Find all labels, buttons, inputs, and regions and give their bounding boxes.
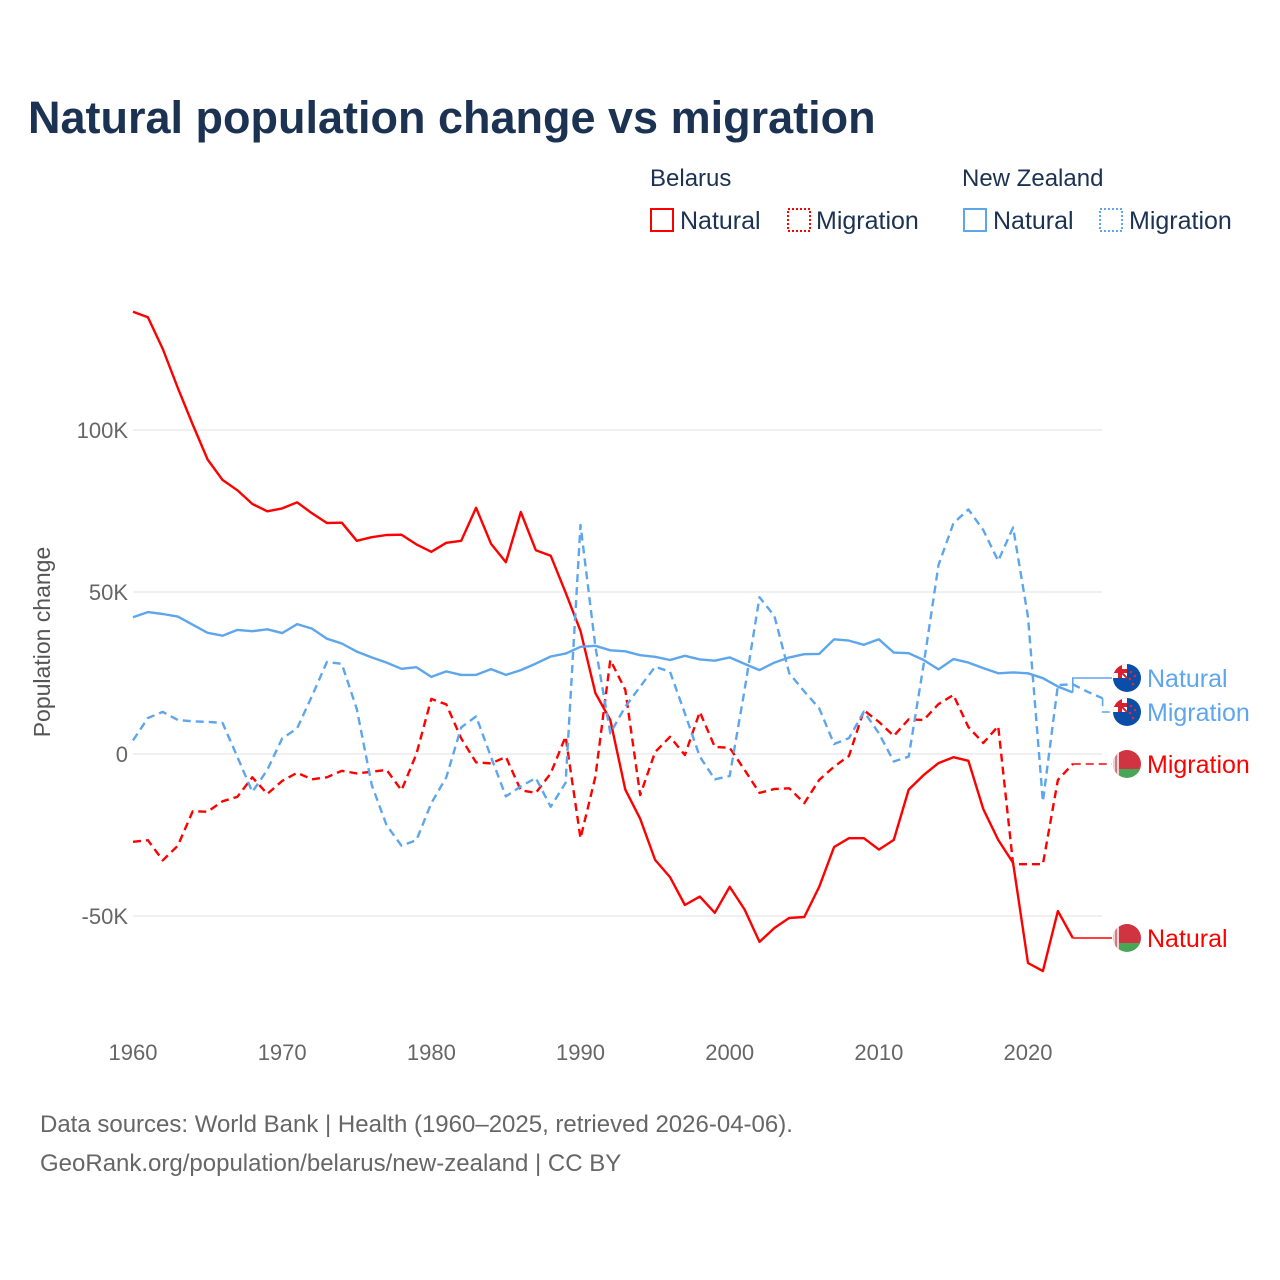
label-connector [1101,698,1112,713]
y-tick-label: -50K [82,904,129,929]
x-tick-label: 2010 [854,1040,903,1065]
end-label-nz-migration: Migration [1147,699,1250,727]
legend-swatch-dotted [1099,208,1123,232]
legend-swatch-solid [963,208,987,232]
label-connector [1071,677,1112,693]
belarus-flag-icon [1113,924,1141,952]
y-tick-label: 0 [116,742,128,767]
x-tick-label: 2020 [1004,1040,1053,1065]
y-tick-label: 100K [77,418,129,443]
legend-label: Migration [816,207,919,235]
footer-link[interactable]: GeoRank.org/population/belarus/new-zeala… [40,1150,621,1177]
legend: Belarus Natural Migration New Zealand Na… [650,165,1232,235]
y-axis-label: Population change [29,547,55,738]
series-line-nz-natural[interactable] [132,610,1074,694]
y-ticks: 100K 50K 0 -50K [77,418,129,929]
legend-item-belarus-natural[interactable]: Natural [650,207,761,235]
legend-swatch-dotted [787,208,811,232]
new-zealand-flag-icon [1113,664,1141,692]
belarus-flag-icon [1113,750,1141,778]
end-label-nz-natural: Natural [1147,665,1228,693]
legend-item-nz-migration[interactable]: Migration [1099,207,1232,235]
legend-group-new-zealand: New Zealand [962,165,1103,192]
end-label-by-migration: Migration [1147,751,1250,779]
x-tick-label: 1970 [258,1040,307,1065]
footer-sources: Data sources: World Bank | Health (1960–… [40,1111,793,1138]
x-tick-label: 1990 [556,1040,605,1065]
legend-label: Migration [1129,207,1232,235]
legend-item-belarus-migration[interactable]: Migration [787,207,919,235]
legend-label: Natural [680,207,761,235]
series-lines [132,310,1104,973]
legend-item-nz-natural[interactable]: Natural [963,207,1074,235]
end-label-by-natural: Natural [1147,925,1228,953]
series-line-by-migration[interactable] [132,658,1074,866]
legend-label: Natural [993,207,1074,235]
y-tick-label: 50K [89,580,128,605]
end-labels: Natural Migration Natural Migration [1071,664,1250,953]
x-tick-label: 1980 [407,1040,456,1065]
gridlines [133,429,1102,917]
legend-group-belarus: Belarus [650,165,731,192]
chart-title: Natural population change vs migration [28,92,876,143]
x-ticks: 1960 1970 1980 1990 2000 2010 2020 [109,1040,1053,1065]
series-line-by-natural[interactable] [132,310,1074,973]
new-zealand-flag-icon [1113,698,1141,726]
x-tick-label: 2000 [705,1040,754,1065]
legend-swatch-solid [650,208,674,232]
x-tick-label: 1960 [109,1040,158,1065]
